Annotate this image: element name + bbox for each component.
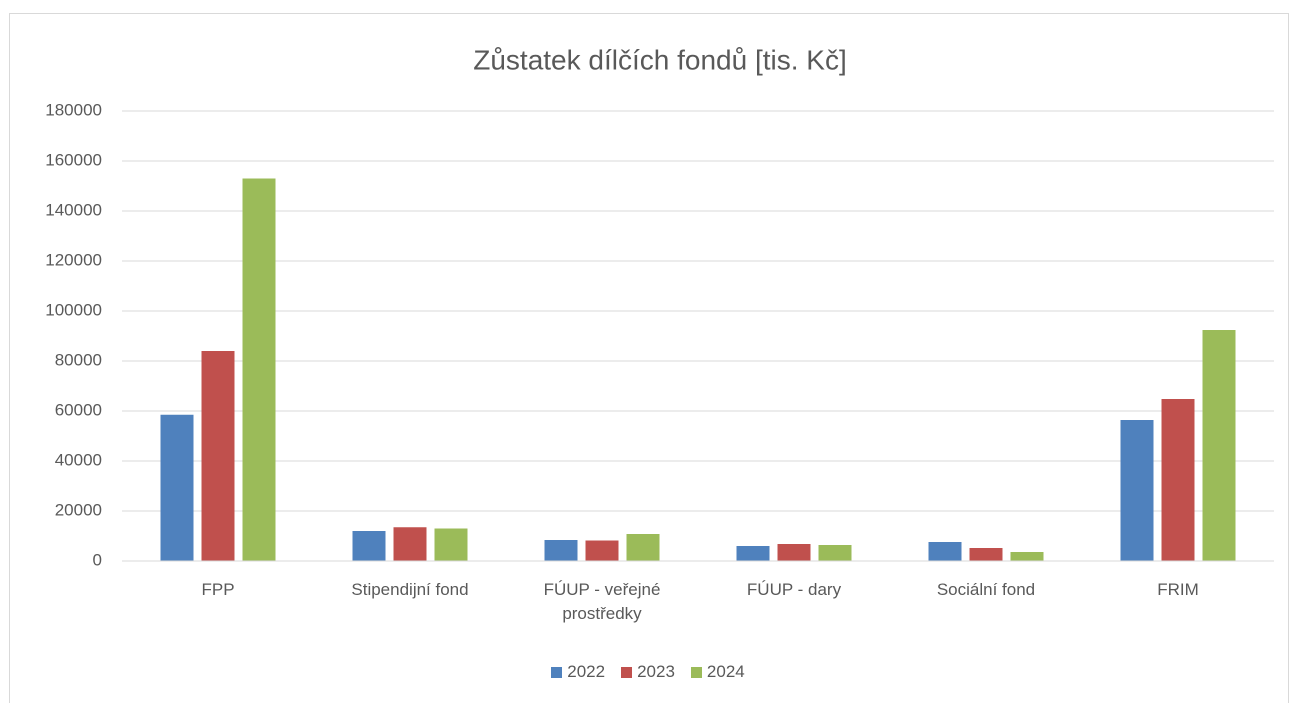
bar [928, 542, 962, 561]
y-tick-label: 140000 [45, 200, 102, 219]
y-tick-label: 0 [93, 550, 102, 569]
y-tick-label: 60000 [55, 400, 102, 419]
legend-item: 2023 [621, 662, 675, 682]
x-tick-label: FRIM [1157, 580, 1199, 599]
bar [160, 414, 194, 561]
x-tick-label-box: Stipendijní fond [351, 580, 469, 599]
bar [434, 528, 468, 561]
bar [393, 527, 427, 561]
x-tick-label: FÚUP - veřejné prostředky [543, 580, 661, 623]
y-tick-label: 160000 [45, 150, 102, 169]
x-tick-label-box: Sociální fond [936, 580, 1036, 599]
legend: 2022 2023 2024 [0, 662, 1296, 682]
legend-label: 2024 [706, 662, 745, 681]
legend-swatch [690, 666, 702, 678]
bar [544, 540, 578, 561]
y-tick-label: 180000 [45, 100, 102, 119]
bar [969, 548, 1003, 561]
legend-swatch [551, 666, 563, 678]
y-tick-label: 100000 [45, 300, 102, 319]
x-tick-label-box: FPP [201, 580, 235, 599]
legend-label: 2023 [637, 662, 675, 681]
x-tick-label-box: FÚUP - veřejné prostředky [543, 580, 661, 623]
bar [818, 545, 852, 561]
y-tick-label: 80000 [55, 350, 102, 369]
bar [352, 531, 386, 561]
bar [201, 351, 235, 561]
chart-title: Zůstatek dílčích fondů [tis. Kč] [473, 44, 847, 75]
x-tick-label-box: FÚUP - dary [746, 580, 842, 599]
x-tick-label: Stipendijní fond [351, 580, 469, 599]
bar [242, 178, 276, 561]
legend-item: 2024 [690, 662, 745, 682]
bar [1202, 330, 1236, 561]
x-tick-label: FÚUP - dary [746, 580, 842, 599]
legend-swatch [621, 666, 633, 678]
x-tick-label-box: FRIM [1157, 580, 1199, 599]
bar [626, 534, 660, 561]
bar [1120, 420, 1154, 561]
bar [1010, 552, 1044, 561]
legend-item: 2022 [551, 662, 605, 682]
bar [736, 546, 770, 561]
x-tick-label: FPP [201, 580, 235, 599]
y-tick-label: 120000 [45, 250, 102, 269]
y-tick-label: 20000 [55, 500, 102, 519]
legend-label: 2022 [567, 662, 606, 681]
bar [585, 540, 619, 561]
bar [777, 544, 811, 561]
x-tick-label: Sociální fond [936, 580, 1036, 599]
bar [1161, 399, 1195, 561]
y-tick-label: 40000 [55, 450, 102, 469]
